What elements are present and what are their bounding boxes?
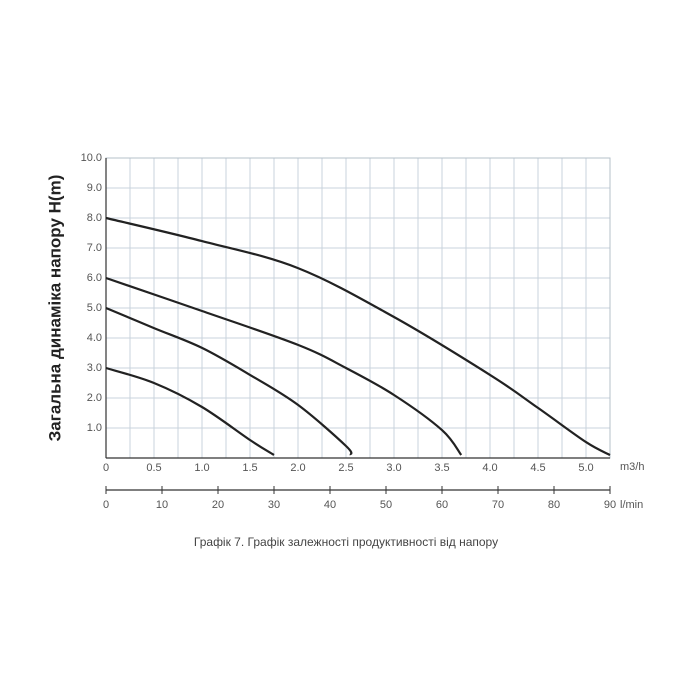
x2-unit: l/min <box>620 499 643 511</box>
x2-tick-label: 10 <box>156 499 168 511</box>
y-tick-label: 2.0 <box>87 392 102 404</box>
x-tick-label: 3.5 <box>434 462 449 474</box>
y-axis-title: Загальна динаміка напору H(m) <box>45 175 64 442</box>
curve <box>105 306 353 456</box>
x-tick-label: 2.5 <box>338 462 353 474</box>
x-tick-label: 0.5 <box>146 462 161 474</box>
x-tick-label: 1.5 <box>242 462 257 474</box>
x-tick-label: 4.5 <box>530 462 545 474</box>
x-tick-label: 4.0 <box>482 462 497 474</box>
y-tick-label: 7.0 <box>87 242 102 254</box>
curve <box>105 276 463 456</box>
y-tick-label: 8.0 <box>87 212 102 224</box>
caption: Графік 7. Графік залежності продуктивнос… <box>194 535 498 549</box>
x2-tick-label: 20 <box>212 499 224 511</box>
y-tick-label: 10.0 <box>81 152 102 164</box>
y-tick-label: 6.0 <box>87 272 102 284</box>
curve <box>105 216 611 456</box>
x2-tick-label: 50 <box>380 499 392 511</box>
curve <box>105 366 275 456</box>
x-tick-label: 3.0 <box>386 462 401 474</box>
x2-tick-label: 30 <box>268 499 280 511</box>
x2-tick-label: 90 <box>604 499 616 511</box>
x2-tick-label: 0 <box>103 499 109 511</box>
x-tick-label: 5.0 <box>578 462 593 474</box>
y-tick-label: 9.0 <box>87 182 102 194</box>
y-tick-label: 3.0 <box>87 362 102 374</box>
x2-tick-label: 80 <box>548 499 560 511</box>
x2-tick-label: 70 <box>492 499 504 511</box>
y-tick-label: 4.0 <box>87 332 102 344</box>
x2-tick-label: 60 <box>436 499 448 511</box>
x-tick-label: 2.0 <box>290 462 305 474</box>
x-tick-label: 1.0 <box>194 462 209 474</box>
y-tick-label: 1.0 <box>87 422 102 434</box>
y-tick-label: 5.0 <box>87 302 102 314</box>
x-unit: m3/h <box>620 461 644 473</box>
x2-tick-label: 40 <box>324 499 336 511</box>
x-tick-label: 0 <box>103 462 109 474</box>
